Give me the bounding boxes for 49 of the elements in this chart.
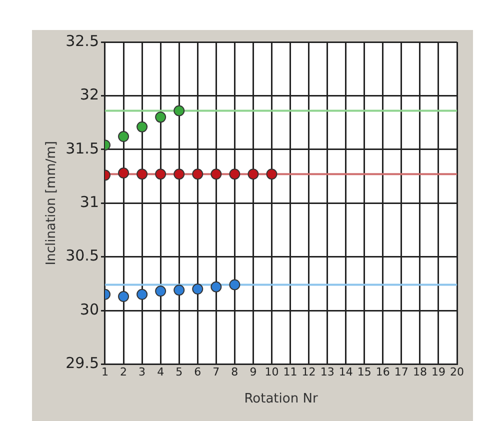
x-tick-label: 10 (264, 366, 279, 379)
x-tick-label: 4 (157, 366, 164, 379)
x-tick-label: 15 (357, 366, 372, 379)
point (174, 284, 185, 296)
x-axis-title: Rotation Nr (244, 392, 318, 407)
x-tick-label: 9 (250, 366, 257, 379)
point (229, 168, 240, 180)
point (210, 168, 222, 180)
point (118, 131, 130, 142)
x-tick-label: 12 (302, 366, 316, 379)
y-tick-label: 31 (80, 192, 99, 211)
point (192, 284, 204, 295)
point (155, 168, 166, 180)
point (248, 168, 259, 180)
x-tick-label: 2 (120, 366, 128, 379)
x-tick-label: 6 (194, 366, 202, 379)
point (155, 112, 166, 123)
x-tick-label: 11 (283, 366, 298, 379)
y-tick-label: 30.5 (66, 246, 99, 265)
x-tick-label: 14 (338, 366, 353, 379)
y-tick-label: 32.5 (66, 32, 99, 50)
y-tick-label: 31.5 (66, 139, 99, 158)
x-tick-label: 13 (320, 366, 334, 379)
x-tick-label: 5 (176, 366, 183, 379)
point (174, 105, 185, 116)
point (136, 121, 148, 132)
x-tick-label: 3 (138, 366, 146, 379)
y-tick-label: 29.5 (66, 354, 99, 372)
x-tick-label: 7 (212, 366, 220, 379)
x-tick-label: 18 (412, 366, 427, 379)
point (229, 279, 240, 290)
x-tick-label: 8 (231, 366, 238, 379)
y-tick-label: 30 (80, 300, 99, 318)
point (210, 281, 222, 292)
x-tick-label: 16 (376, 366, 390, 379)
point (174, 168, 185, 180)
point (136, 168, 148, 180)
point (192, 168, 204, 180)
y-axis-title: Inclination [mm/m] (44, 141, 60, 266)
x-tick-label: 19 (431, 366, 446, 379)
point (155, 286, 166, 297)
y-tick-label: 32 (80, 86, 99, 104)
x-tick-label: 17 (394, 366, 408, 379)
x-tick-label: 1 (102, 366, 108, 379)
x-tick-label: 20 (450, 366, 464, 379)
point (136, 288, 148, 300)
point (118, 291, 130, 302)
point (266, 168, 278, 180)
point (118, 168, 130, 179)
